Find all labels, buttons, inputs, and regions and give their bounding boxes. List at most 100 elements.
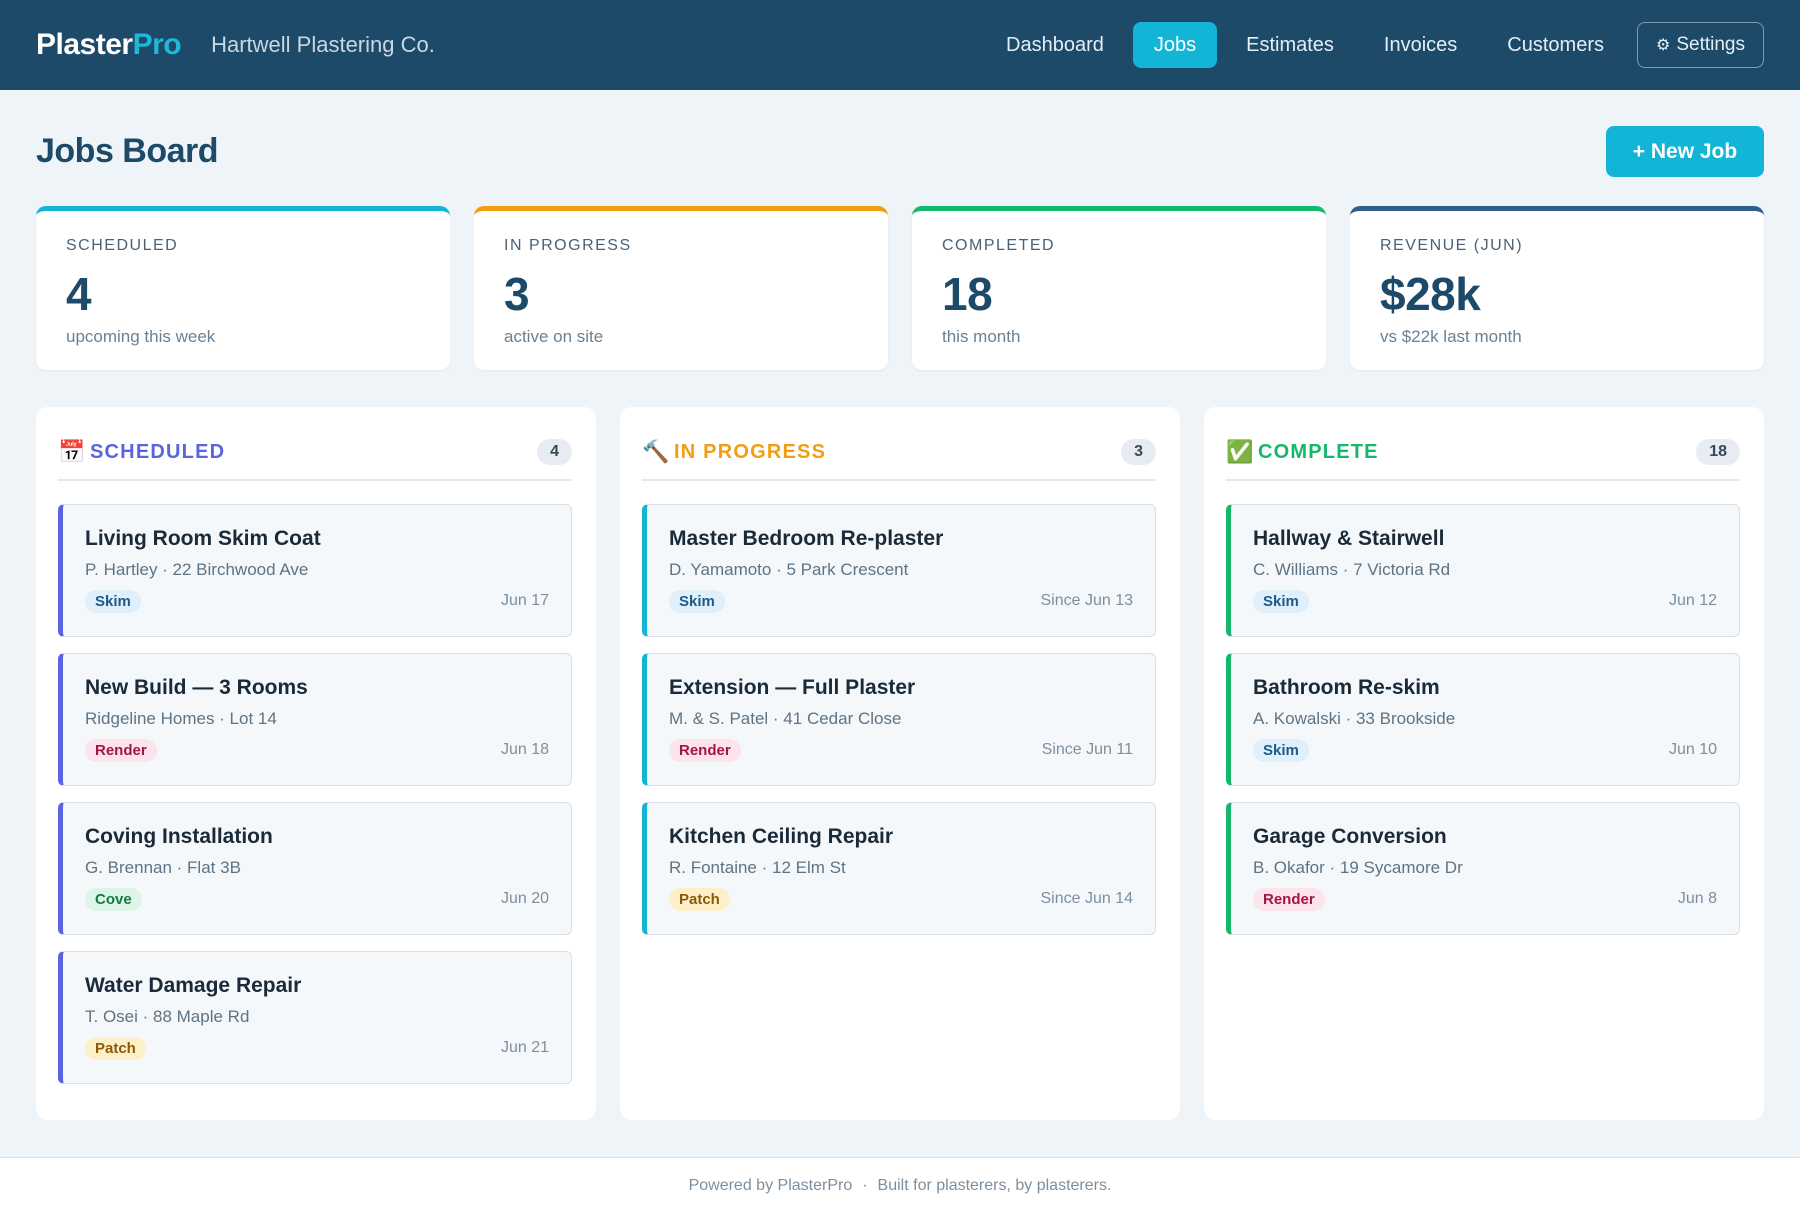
job-title: Bathroom Re-skim: [1253, 676, 1440, 699]
job-date: Jun 17: [500, 592, 549, 609]
job-meta: M. & S. Patel · 41 Cedar Close: [669, 709, 902, 728]
footer-separator: ·: [862, 1176, 868, 1194]
column-header: ✅ COMPLETE 18: [1226, 429, 1740, 481]
job-type-tag: Skim: [85, 590, 141, 613]
footer-tagline: Built for plasterers, by plasterers.: [877, 1176, 1112, 1194]
job-date: Jun 20: [500, 890, 549, 907]
job-meta: G. Brennan · Flat 3B: [85, 858, 241, 877]
stat-value: 4: [66, 268, 92, 320]
column-header: 🔨 IN PROGRESS 3: [642, 429, 1156, 481]
stat-label: In Progress: [504, 237, 632, 254]
job-date: Since Jun 14: [1040, 890, 1133, 907]
job-date: Since Jun 13: [1040, 592, 1133, 609]
stat-card-in-progress: In Progress 3 active on site: [474, 206, 888, 370]
job-title: Water Damage Repair: [85, 974, 302, 997]
footer-powered-by: Powered by PlasterPro: [688, 1176, 853, 1194]
job-meta: P. Hartley · 22 Birchwood Ave: [85, 560, 309, 579]
column-complete: ✅ COMPLETE 18 Hallway & Stairwell C. Wil…: [1204, 407, 1764, 1120]
job-title: New Build — 3 Rooms: [85, 676, 308, 699]
job-type-tag: Cove: [85, 888, 142, 911]
stat-value: 3: [504, 268, 530, 320]
stat-label: Completed: [942, 237, 1056, 254]
nav-customers[interactable]: Customers: [1507, 33, 1604, 56]
new-job-button[interactable]: + New Job: [1606, 126, 1764, 177]
main-nav: Dashboard Jobs Estimates Invoices Custom…: [985, 22, 1764, 68]
job-title: Living Room Skim Coat: [85, 527, 321, 550]
job-title: Master Bedroom Re-plaster: [669, 527, 944, 550]
stat-card-scheduled: Scheduled 4 upcoming this week: [36, 206, 450, 370]
job-card[interactable]: Hallway & Stairwell C. Williams · 7 Vict…: [1226, 504, 1740, 637]
job-type-tag: Skim: [669, 590, 725, 613]
stat-subtext: vs $22k last month: [1380, 327, 1522, 346]
nav-jobs[interactable]: Jobs: [1132, 22, 1218, 68]
job-meta: R. Fontaine · 12 Elm St: [669, 858, 846, 877]
column-count-badge: 3: [1121, 439, 1156, 465]
job-card[interactable]: New Build — 3 Rooms Ridgeline Homes · Lo…: [58, 653, 572, 786]
calendar-icon: 📅: [58, 439, 86, 464]
stat-label: Revenue (Jun): [1380, 237, 1524, 254]
job-meta: D. Yamamoto · 5 Park Crescent: [669, 560, 909, 579]
column-header: 📅 SCHEDULED 4: [58, 429, 572, 481]
job-card[interactable]: Coving Installation G. Brennan · Flat 3B…: [58, 802, 572, 935]
stat-value: $28k: [1380, 268, 1481, 320]
nav-invoices[interactable]: Invoices: [1383, 33, 1458, 56]
stat-subtext: active on site: [504, 327, 604, 346]
column-title: IN PROGRESS: [674, 440, 827, 463]
job-meta: Ridgeline Homes · Lot 14: [85, 709, 277, 728]
job-title: Extension — Full Plaster: [669, 676, 916, 699]
job-card[interactable]: Master Bedroom Re-plaster D. Yamamoto · …: [642, 504, 1156, 637]
job-card[interactable]: Kitchen Ceiling Repair R. Fontaine · 12 …: [642, 802, 1156, 935]
checkmark-icon: ✅: [1226, 439, 1254, 464]
job-date: Jun 8: [1677, 890, 1717, 907]
job-date: Jun 12: [1668, 592, 1717, 609]
stat-subtext: this month: [942, 327, 1021, 346]
job-meta: C. Williams · 7 Victoria Rd: [1253, 560, 1451, 579]
job-meta: T. Osei · 88 Maple Rd: [85, 1007, 250, 1026]
nav-dashboard[interactable]: Dashboard: [1006, 33, 1104, 56]
stat-subtext: upcoming this week: [66, 327, 216, 346]
job-date: Jun 21: [500, 1039, 549, 1056]
company-name: Hartwell Plastering Co.: [211, 32, 435, 57]
brand-name-accent: Pro: [132, 28, 182, 61]
job-type-tag: Patch: [669, 888, 730, 911]
job-card[interactable]: Water Damage Repair T. Osei · 88 Maple R…: [58, 951, 572, 1084]
stat-card-completed: Completed 18 this month: [912, 206, 1326, 370]
page-footer: Powered by PlasterPro · Built for plaste…: [0, 1157, 1800, 1213]
card-list: Hallway & Stairwell C. Williams · 7 Vict…: [1226, 504, 1740, 935]
job-type-tag: Render: [1253, 888, 1325, 911]
brand-logo[interactable]: PlasterPro: [36, 28, 182, 62]
job-card[interactable]: Living Room Skim Coat P. Hartley · 22 Bi…: [58, 504, 572, 637]
column-in-progress: 🔨 IN PROGRESS 3 Master Bedroom Re-plaste…: [620, 407, 1180, 1120]
column-title: COMPLETE: [1258, 440, 1379, 463]
job-card[interactable]: Bathroom Re-skim A. Kowalski · 33 Brooks…: [1226, 653, 1740, 786]
stats-row: Scheduled 4 upcoming this week In Progre…: [36, 206, 1764, 370]
job-type-tag: Render: [85, 739, 157, 762]
nav-estimates[interactable]: Estimates: [1246, 33, 1334, 56]
top-navigation-bar: PlasterPro Hartwell Plastering Co. Dashb…: [0, 0, 1800, 90]
gear-icon: ⚙: [1656, 37, 1671, 54]
stat-value: 18: [942, 268, 993, 320]
job-meta: A. Kowalski · 33 Brookside: [1253, 709, 1456, 728]
stat-label: Scheduled: [66, 237, 179, 254]
column-title: SCHEDULED: [90, 440, 226, 463]
card-list: Master Bedroom Re-plaster D. Yamamoto · …: [642, 504, 1156, 935]
job-title: Hallway & Stairwell: [1253, 527, 1445, 550]
job-type-tag: Render: [669, 739, 741, 762]
hammer-icon: 🔨: [642, 439, 670, 464]
job-type-tag: Skim: [1253, 739, 1309, 762]
job-card[interactable]: Garage Conversion B. Okafor · 19 Sycamor…: [1226, 802, 1740, 935]
job-title: Garage Conversion: [1253, 825, 1447, 848]
job-meta: B. Okafor · 19 Sycamore Dr: [1253, 858, 1463, 877]
brand-name: Plaster: [36, 28, 133, 61]
column-count-badge: 4: [537, 439, 572, 465]
job-card[interactable]: Extension — Full Plaster M. & S. Patel ·…: [642, 653, 1156, 786]
job-type-tag: Patch: [85, 1037, 146, 1060]
settings-label: Settings: [1676, 34, 1745, 55]
jobs-board: 📅 SCHEDULED 4 Living Room Skim Coat P. H…: [36, 407, 1764, 1120]
job-date: Since Jun 11: [1041, 741, 1133, 758]
settings-button[interactable]: ⚙ Settings: [1637, 22, 1764, 68]
stat-card-revenue: Revenue (Jun) $28k vs $22k last month: [1350, 206, 1764, 370]
job-type-tag: Skim: [1253, 590, 1309, 613]
job-title: Coving Installation: [85, 825, 273, 848]
job-date: Jun 10: [1668, 741, 1717, 758]
